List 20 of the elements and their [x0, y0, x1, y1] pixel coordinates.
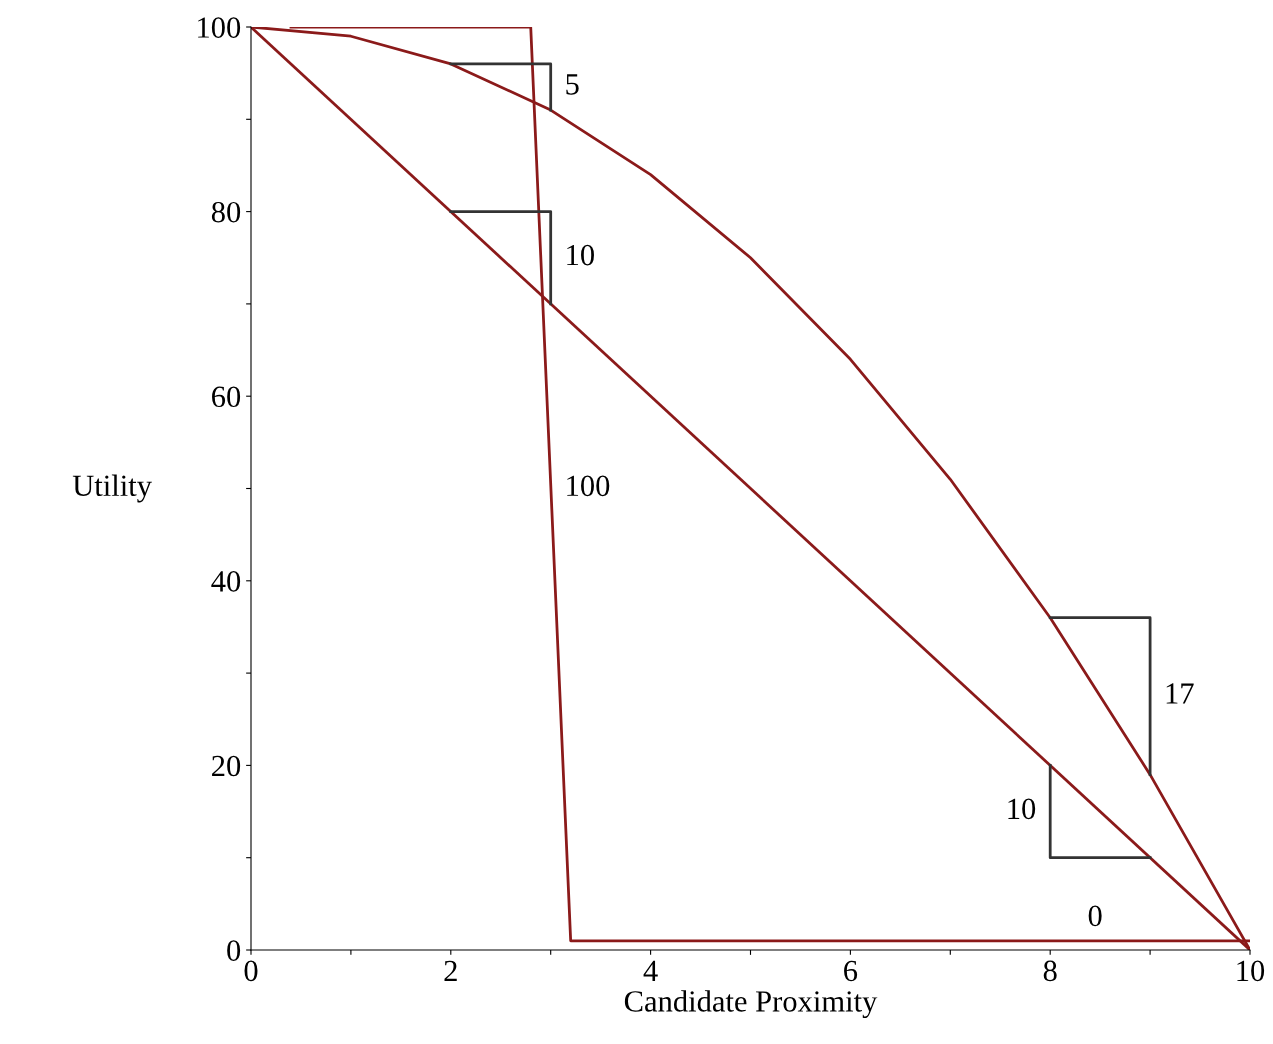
x-axis-title: Candidate Proximity	[624, 990, 878, 1019]
x-tick-label: 10	[1237, 960, 1265, 982]
x-tick-label: 8	[1043, 960, 1057, 982]
annotation: 100	[567, 475, 610, 497]
y-tick-label: 40	[211, 571, 241, 592]
annotation: 10	[567, 244, 594, 266]
y-tick-label: 60	[212, 386, 241, 408]
y-tick-label: 100	[198, 17, 241, 38]
y-axis-title: Utility	[72, 474, 152, 503]
x-tick-label: 6	[844, 960, 858, 982]
y-tick-label: 20	[212, 755, 241, 777]
x-tick-label: 4	[643, 960, 658, 981]
x-tick-label: 2	[444, 960, 457, 981]
y-tick-label: 80	[211, 201, 241, 223]
annotation: 5	[566, 74, 579, 95]
x-tick-label: 0	[244, 960, 258, 982]
annotation: 10	[1008, 798, 1036, 820]
annotation: 17	[1166, 683, 1194, 704]
y-tick-label: 0	[227, 940, 241, 961]
annotation: 0	[1088, 905, 1102, 927]
